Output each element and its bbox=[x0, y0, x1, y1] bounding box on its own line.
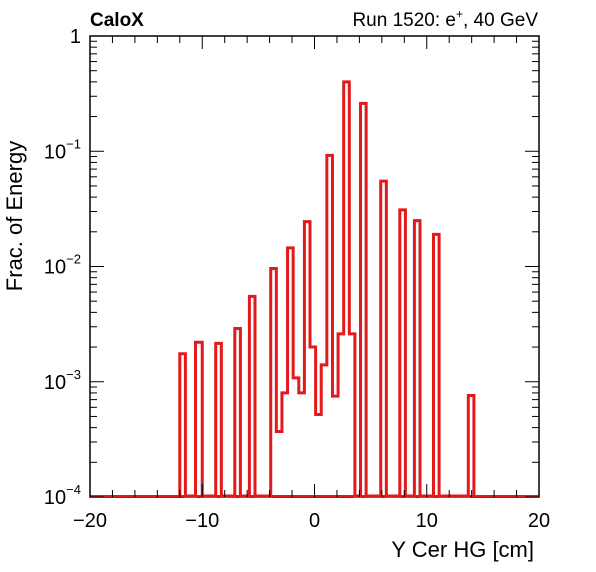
histogram-bin-18 bbox=[344, 82, 350, 496]
histogram-bin-10 bbox=[299, 393, 305, 496]
histogram-bin-7 bbox=[282, 393, 288, 496]
histogram-bin-16 bbox=[332, 396, 338, 496]
histogram-outline bbox=[178, 80, 476, 498]
histogram-bin-21 bbox=[381, 181, 387, 496]
histogram-bin-19 bbox=[349, 334, 355, 496]
histogram-bin-13 bbox=[316, 414, 322, 496]
run-label-sup: + bbox=[456, 7, 463, 21]
y-tick-label: 10−1 bbox=[44, 136, 81, 163]
histogram-bin-9 bbox=[293, 378, 299, 496]
x-tick-label: −20 bbox=[73, 510, 107, 532]
histogram-bin-1 bbox=[196, 342, 203, 496]
histogram-bin-20 bbox=[361, 103, 367, 496]
histogram-bin-8 bbox=[288, 248, 294, 496]
histogram-bin-25 bbox=[468, 395, 474, 496]
histogram-bin-12 bbox=[310, 347, 316, 496]
histogram-bin-6 bbox=[276, 432, 282, 496]
histogram-group bbox=[90, 80, 539, 498]
run-label-prefix: Run 1520: e bbox=[352, 10, 456, 31]
x-tick-label: 20 bbox=[528, 510, 550, 532]
histogram-bin-2 bbox=[216, 343, 222, 496]
x-tick-label: −10 bbox=[185, 510, 219, 532]
histogram-bin-5 bbox=[271, 269, 277, 496]
x-tick-label: 0 bbox=[309, 510, 320, 532]
y-tick-label: 10−4 bbox=[44, 482, 81, 509]
y-tick-label: 1 bbox=[70, 26, 81, 48]
brand-label: CaloX bbox=[90, 10, 144, 31]
histogram-bin-3 bbox=[235, 328, 241, 496]
histogram-bin-24 bbox=[433, 234, 439, 496]
y-axis-label: Frac. of Energy bbox=[2, 141, 27, 291]
y-tick-label: 10−3 bbox=[44, 367, 81, 394]
x-axis-label: Y Cer HG [cm] bbox=[391, 537, 534, 562]
histogram-bin-0 bbox=[180, 354, 186, 496]
histogram-bin-23 bbox=[414, 221, 420, 496]
histogram-bin-4 bbox=[249, 296, 255, 496]
ticks-group: −20 −10 0 10 20 10−4 10−3 10−2 10−1 1 bbox=[44, 26, 550, 532]
run-label-suffix: , 40 GeV bbox=[463, 10, 538, 31]
y-tick-label: 10−2 bbox=[44, 252, 81, 279]
histogram-bin-14 bbox=[321, 365, 327, 496]
histogram-bin-17 bbox=[338, 334, 344, 496]
run-label: Run 1520: e+, 40 GeV bbox=[352, 7, 538, 31]
histogram-bin-15 bbox=[327, 155, 333, 496]
histogram-bin-22 bbox=[400, 210, 406, 496]
x-tick-label: 10 bbox=[416, 510, 438, 532]
histogram-bin-11 bbox=[304, 222, 310, 496]
